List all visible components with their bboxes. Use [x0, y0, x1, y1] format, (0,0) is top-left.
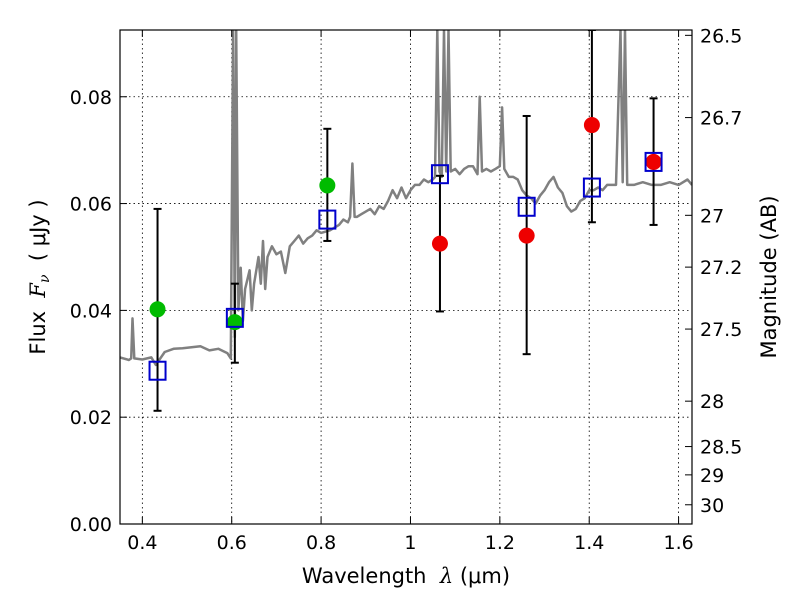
y-axis-title-symbol: F — [26, 282, 50, 299]
x-tick-label: 1.6 — [663, 532, 693, 554]
x-axis-title-prefix: Wavelength — [302, 564, 440, 588]
y-tick-label: 0.00 — [70, 514, 112, 536]
y2-tick-label: 27.5 — [700, 319, 742, 341]
y-axis-title-prefix: Flux — [26, 298, 50, 355]
y-axis-title-unit: ( μJy ) — [26, 199, 50, 274]
plot-background — [120, 30, 692, 524]
model-flux-square — [517, 196, 536, 217]
x-tick-label: 1.2 — [485, 532, 515, 554]
green-data-point — [319, 177, 336, 194]
x-axis-title-symbol: λ — [439, 564, 453, 588]
y-tick-label: 0.04 — [70, 300, 112, 322]
red-data-point — [583, 117, 600, 134]
spectrum-line — [120, 30, 692, 367]
model-flux-square — [148, 360, 167, 381]
y-axis-title-subscript: ν — [37, 274, 53, 283]
x-tick-label: 1.4 — [574, 532, 604, 554]
x-axis-title-unit: (μm) — [453, 564, 510, 588]
y2-tick-label: 27.2 — [700, 257, 742, 279]
y2-tick-label: 26.7 — [700, 108, 742, 130]
model-flux-square — [430, 164, 449, 185]
x-tick-label: 0.6 — [217, 532, 247, 554]
y2-tick-label: 26.5 — [700, 25, 742, 47]
y-tick-label: 0.06 — [70, 194, 112, 216]
red-data-point — [431, 235, 448, 252]
red-data-point — [645, 153, 662, 170]
y-tick-label: 0.08 — [70, 87, 112, 109]
model-flux-square — [318, 209, 337, 230]
model-flux-square — [644, 151, 663, 172]
axis-tick-labels: 0.4 0.6 0.8 1 1.2 1.4 1.6 0.00 0.02 0.04 0.06 0.08 2… — [70, 25, 743, 554]
x-tick-label: 0.8 — [306, 532, 336, 554]
x-tick-label: 0.4 — [127, 532, 157, 554]
red-data-point — [518, 227, 535, 244]
y2-tick-label: 28.5 — [700, 437, 742, 459]
plot-frame — [119, 29, 693, 525]
y-tick-label: 0.02 — [70, 407, 112, 429]
model-flux-square — [582, 177, 601, 198]
x-axis-title: Wavelength λ (μm) — [302, 564, 510, 588]
y2-tick-label: 28 — [700, 391, 724, 413]
y2-tick-label: 27 — [700, 205, 724, 227]
green-data-point — [149, 301, 166, 318]
x-tick-label: 1 — [404, 532, 416, 554]
y-axis-title: Flux Fν ( μJy ) — [26, 199, 53, 354]
y2-tick-label: 29 — [700, 465, 724, 487]
y2-tick-label: 30 — [700, 495, 724, 517]
y2-axis-title: Magnitude (AB) — [757, 195, 781, 358]
plot-area — [120, 30, 692, 412]
model-flux-square — [225, 307, 244, 328]
markers — [148, 117, 663, 381]
axis-ticks — [120, 30, 692, 525]
